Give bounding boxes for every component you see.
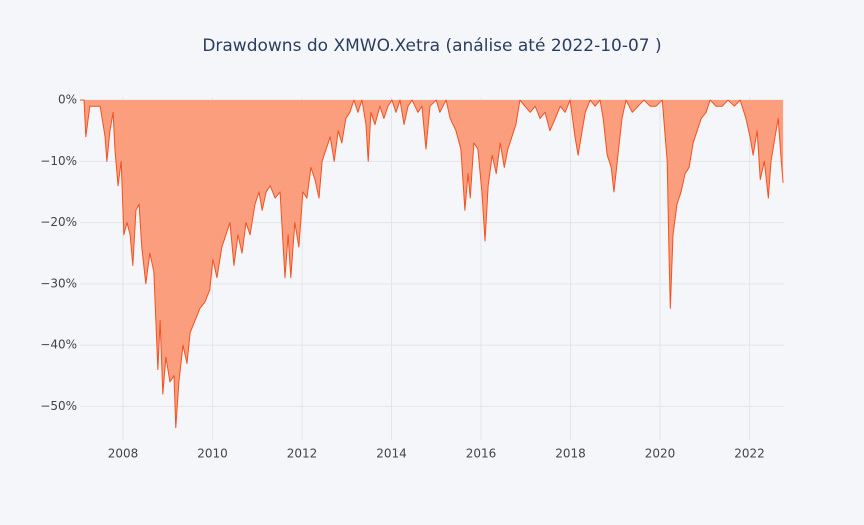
x-tick-label: 2022: [734, 447, 765, 461]
x-tick-label: 2020: [645, 447, 676, 461]
y-tick-label: −30%: [40, 276, 77, 290]
x-tick-label: 2012: [287, 447, 318, 461]
y-tick-label: −40%: [40, 338, 77, 352]
drawdown-line: [80, 99, 784, 429]
x-tick-label: 2010: [197, 447, 228, 461]
chart-title: Drawdowns do XMWO.Xetra (análise até 202…: [202, 36, 661, 56]
x-tick-label: 2014: [376, 447, 407, 461]
x-tick-label: 2008: [108, 447, 139, 461]
y-tick-label: −20%: [40, 215, 77, 229]
y-tick-label: −50%: [40, 399, 77, 413]
y-tick-label: −10%: [40, 154, 77, 168]
area-fill: [80, 100, 784, 428]
x-tick-label: 2018: [555, 447, 586, 461]
y-tick-label: 0%: [58, 93, 77, 107]
x-tick-label: 2016: [466, 447, 497, 461]
